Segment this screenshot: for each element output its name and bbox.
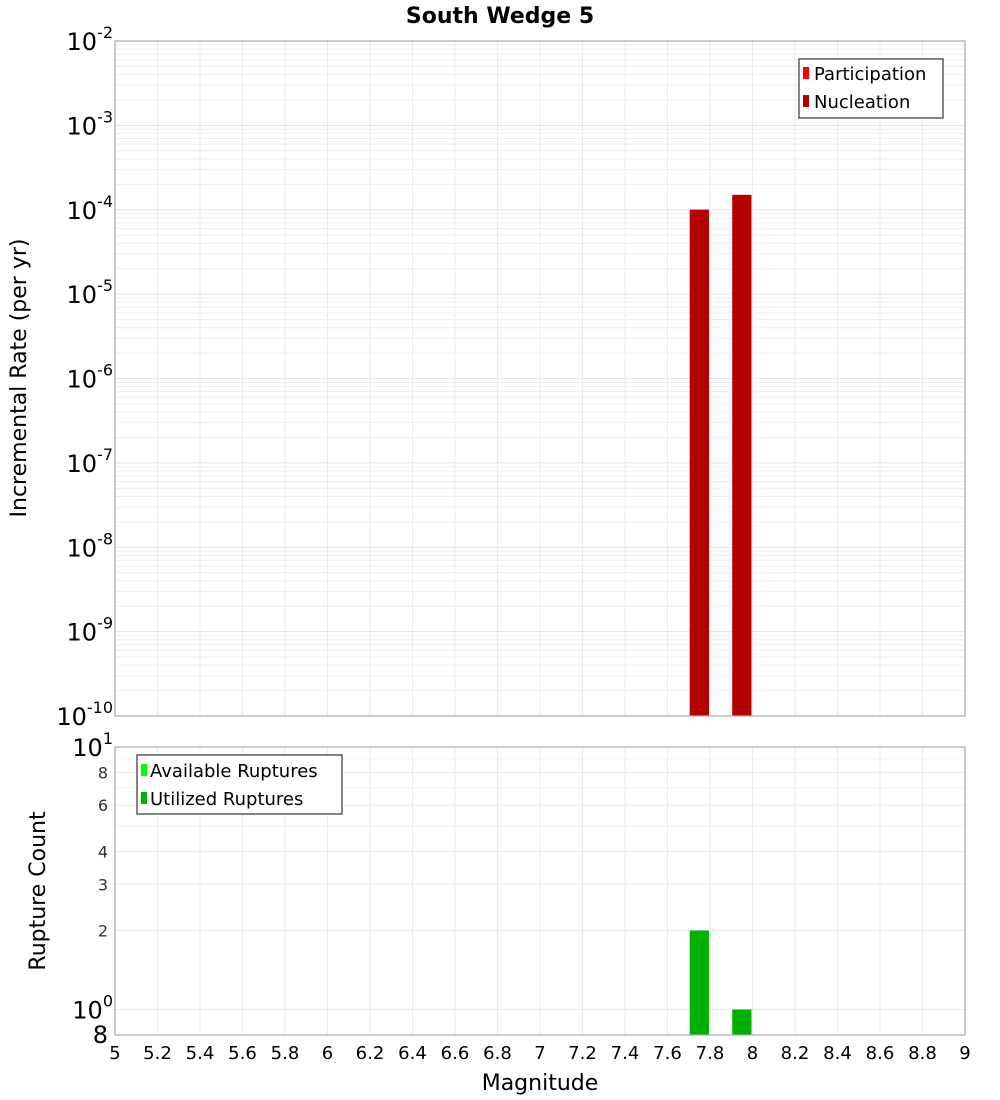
rupture-count-bar: [689, 930, 709, 1035]
participation-legend-label: Participation: [814, 64, 926, 85]
x-tick-label: 6.2: [356, 1043, 385, 1064]
x-tick-label: 9: [959, 1043, 970, 1064]
x-tick-label: 7.8: [696, 1043, 725, 1064]
y-tick-label: 10-8: [67, 529, 114, 562]
y-tick-label: 10-9: [67, 614, 114, 647]
top-y-axis-label: Incremental Rate (per yr): [7, 239, 32, 518]
x-tick-label: 6.6: [441, 1043, 470, 1064]
utilized-ruptures-legend-swatch: [141, 792, 147, 804]
x-tick-label: 8.4: [823, 1043, 852, 1064]
y-tick-label: 10-5: [67, 276, 114, 309]
x-tick-label: 7: [534, 1043, 545, 1064]
available-ruptures-legend-swatch: [141, 764, 147, 776]
x-tick-label: 8.2: [781, 1043, 810, 1064]
x-tick-label: 5: [109, 1043, 120, 1064]
top-legend: Participation Nucleation: [798, 58, 944, 119]
participation-legend-swatch: [803, 67, 809, 79]
available-ruptures-legend-label: Available Ruptures: [150, 761, 318, 782]
y-tick-label: 101: [72, 729, 113, 762]
x-tick-label: 8.6: [866, 1043, 895, 1064]
x-tick-label: 6: [322, 1043, 333, 1064]
nucleation-legend-label: Nucleation: [814, 92, 910, 113]
top-plot-gridlines: [114, 41, 966, 717]
x-tick-label: 5.2: [143, 1043, 172, 1064]
x-tick-label: 8: [747, 1043, 758, 1064]
x-tick-label: 7.2: [568, 1043, 597, 1064]
top-y-axis-ticks: 10-2 10-3 10-4 10-5 10-6 10-7 10-8 10-9 10-10: [56, 23, 113, 731]
chart-title: South Wedge 5: [406, 4, 594, 29]
bottom-y-axis-label: Rupture Count: [26, 811, 51, 971]
y-tick-label: 10-3: [67, 107, 114, 140]
rate-bar: [732, 194, 752, 716]
y-tick-label: 10-2: [67, 23, 114, 56]
rupture-count-bar: [732, 1009, 752, 1035]
x-axis-label: Magnitude: [482, 1071, 599, 1096]
y-tick-label: 10-6: [67, 361, 114, 394]
y-tick-label: 10-10: [56, 698, 113, 731]
y-tick-label: 10-7: [67, 445, 114, 478]
y-tick-label: 10-4: [67, 192, 114, 225]
y-tick-label: 100: [72, 992, 113, 1025]
utilized-ruptures-legend-label: Utilized Ruptures: [150, 789, 303, 810]
bottom-plot-frame: [114, 746, 966, 1036]
bottom-legend-box: [136, 754, 343, 815]
x-axis-ticks: 5 5.2 5.4 5.6 5.8 6 6.2 6.4 6.6 6.8 7 7.2 7.4 7.6 7.8 8…: [109, 1043, 970, 1064]
x-tick-label: 6.4: [398, 1043, 427, 1064]
rate-bar: [689, 209, 709, 716]
top-legend-box: [798, 58, 944, 119]
bottom-legend: Available Ruptures Utilized Ruptures: [136, 754, 343, 815]
y-tick-label: 2: [98, 922, 108, 941]
nucleation-legend-swatch: [803, 95, 809, 107]
x-tick-label: 5.8: [271, 1043, 300, 1064]
x-tick-label: 7.6: [653, 1043, 682, 1064]
y-tick-label: 4: [98, 842, 108, 861]
x-tick-label: 5.4: [186, 1043, 215, 1064]
top-plot-bars: [689, 194, 752, 716]
y-tick-label: 8: [98, 763, 108, 782]
y-tick-label: 6: [98, 796, 108, 815]
x-tick-label: 8.8: [908, 1043, 937, 1064]
x-tick-label: 7.4: [611, 1043, 640, 1064]
y-tick-label: 3: [98, 875, 108, 894]
x-tick-label: 5.6: [228, 1043, 257, 1064]
y-tick-label: 8: [93, 1021, 108, 1049]
bottom-plot-bars: [689, 930, 752, 1035]
top-plot-frame: [114, 40, 966, 717]
x-tick-label: 6.8: [483, 1043, 512, 1064]
